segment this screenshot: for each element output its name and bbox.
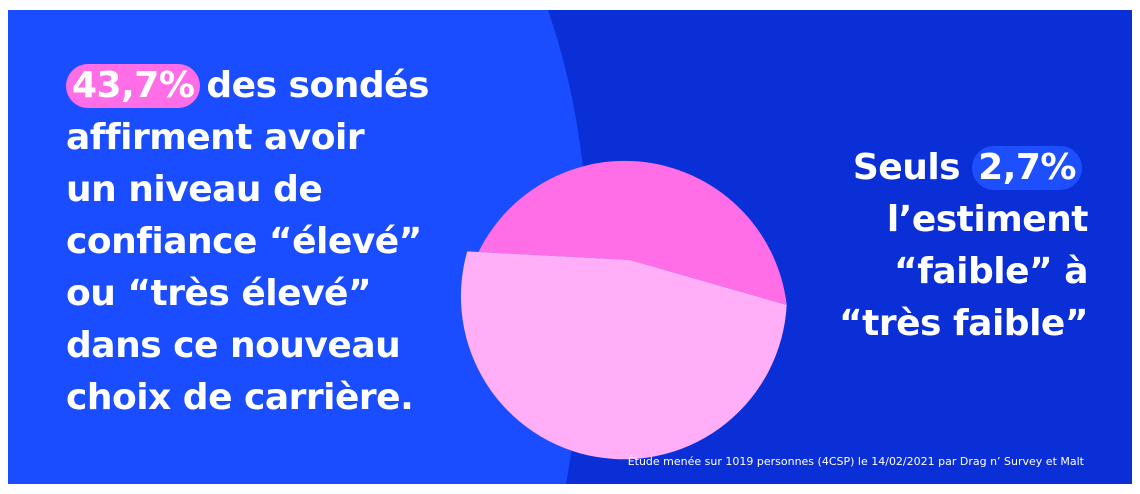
highlight-pill-low: 2,7% [972,146,1082,190]
right-line-1: Seuls 2,7% [788,142,1088,194]
right-prefix: Seuls [852,147,961,188]
right-line-2: l’estiment [886,199,1089,240]
pie-chart [460,160,787,460]
right-line-4: “très faible” [839,303,1088,344]
right-statement: Seuls 2,7% l’estiment “faible” à “très f… [788,142,1089,350]
left-statement: 43,7% des sondés affirment avoir un nivea… [66,60,486,424]
left-line-6: dans ce nouveau [66,325,401,366]
left-line-1-text: des sondés [206,65,429,106]
infographic-card: 43,7% des sondés affirment avoir un nivea… [8,10,1132,484]
left-line-4: confiance “élevé” [66,221,422,262]
left-line-3: un niveau de [66,169,323,210]
footnote: Étude menée sur 1019 personnes (4CSP) le… [627,455,1084,468]
pie-slice-3 [460,251,787,460]
left-line-1: 43,7% des sondés [66,60,486,112]
background-left [8,10,588,484]
left-line-7: choix de carrière. [66,377,414,418]
left-line-5: ou “très élevé” [66,273,372,314]
left-line-2: affirment avoir [66,117,365,158]
right-line-3: “faible” à [894,251,1088,292]
highlight-pill-high: 43,7% [66,64,201,108]
